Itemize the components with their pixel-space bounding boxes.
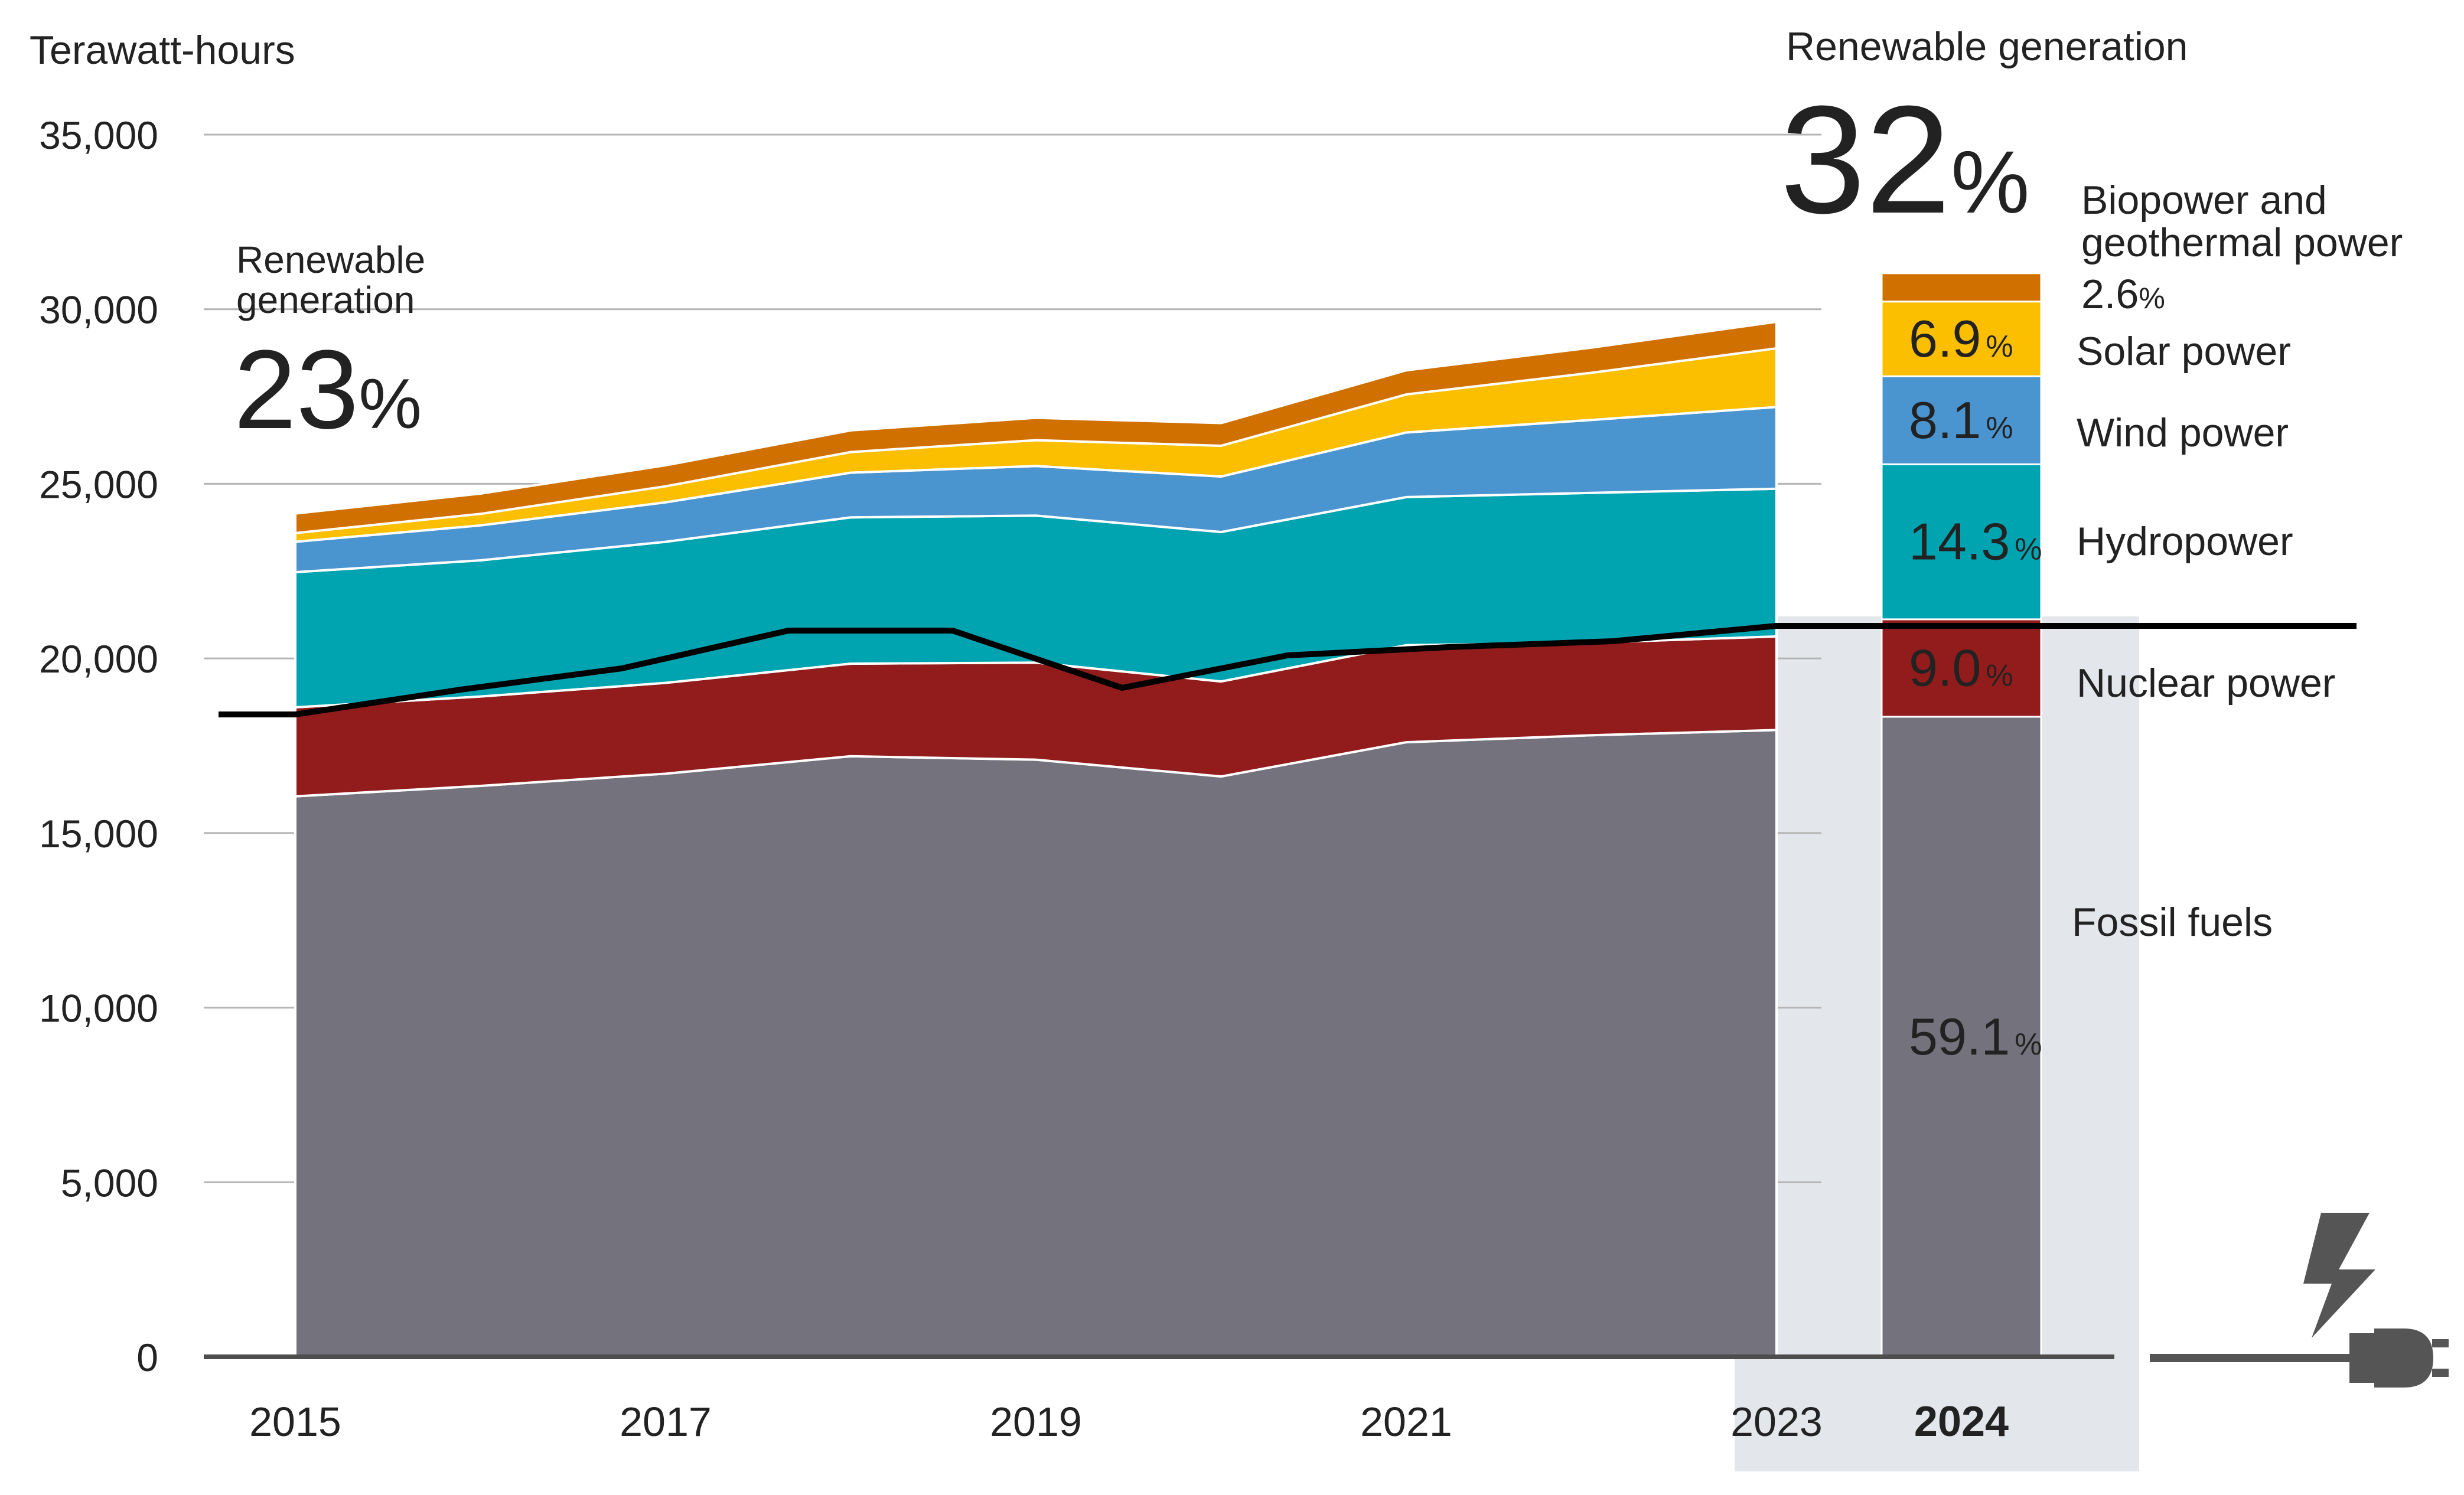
left-callout-line1: Renewable	[236, 239, 425, 281]
y-tick-label: 25,000	[39, 462, 158, 506]
area-fossil-fuels	[294, 729, 1778, 1358]
bar-percent-label: 59.1%	[1909, 1007, 2042, 1066]
right-callout-value: 32%	[1780, 74, 2030, 246]
y-tick-label: 15,000	[39, 812, 158, 856]
left-callout-value: 23%	[234, 327, 422, 452]
y-tick-label: 0	[136, 1336, 158, 1379]
legend-bio-percent: 2.6%	[2081, 271, 2165, 317]
bar-percent-label: 8.1%	[1909, 391, 2013, 449]
bar-segment-solar-power	[1880, 301, 2042, 377]
y-tick-label: 20,000	[39, 637, 158, 681]
legend-fossil: Fossil fuels	[2072, 900, 2273, 945]
bar-segment-nuclear-power	[1880, 618, 2042, 718]
legend-wind: Wind power	[2077, 410, 2289, 455]
bar-segment-biopower-and-geothermal-power	[1880, 272, 2042, 303]
bar-2024: 59.1 % 9.0 % 14.3 % 8.1 % 6.9%	[1880, 272, 2042, 1358]
y-tick-label: 5,000	[61, 1161, 158, 1205]
legend-bio-line2: geothermal power	[2081, 220, 2403, 265]
legend-bio-line1: Biopower and	[2081, 178, 2327, 223]
left-callout-line2: generation	[236, 279, 415, 321]
y-tick-label: 30,000	[39, 288, 158, 332]
bar-percent-label: 14.3%	[1909, 513, 2042, 571]
axes: 0 5,000 10,000 15,000 20,000 25,000 30,000 35,0…	[39, 113, 2114, 1445]
right-callout-label: Renewable generation	[1786, 24, 2188, 69]
bar-percent-label: 6.9%	[1909, 309, 2013, 368]
x-tick-label-highlight: 2024	[1914, 1398, 2009, 1445]
stacked-areas	[294, 321, 1778, 1358]
lightning-bolt-icon	[2303, 1213, 2375, 1338]
y-tick-label: 35,000	[39, 113, 158, 157]
threshold-line	[219, 623, 2357, 717]
x-tick-label: 2019	[990, 1399, 1082, 1445]
area-biopower-and-geothermal-power	[294, 321, 1778, 534]
legend-nuclear: Nuclear power	[2077, 661, 2335, 706]
x-tick-label: 2015	[249, 1399, 341, 1445]
y-axis-unit-label: Terawatt-hours	[30, 28, 295, 73]
plug-icon	[2150, 1328, 2449, 1388]
x-tick-label: 2023	[1730, 1399, 1823, 1445]
x-tick-label: 2017	[620, 1399, 712, 1445]
legend-hydro: Hydropower	[2077, 519, 2293, 564]
renewable-threshold	[219, 623, 2357, 717]
bar-segment-wind-power	[1880, 375, 2042, 465]
bar-percent-label: 9.0%	[1909, 638, 2013, 697]
x-tick-label: 2021	[1360, 1399, 1452, 1445]
y-tick-label: 10,000	[39, 987, 158, 1030]
legend-solar: Solar power	[2077, 329, 2291, 374]
